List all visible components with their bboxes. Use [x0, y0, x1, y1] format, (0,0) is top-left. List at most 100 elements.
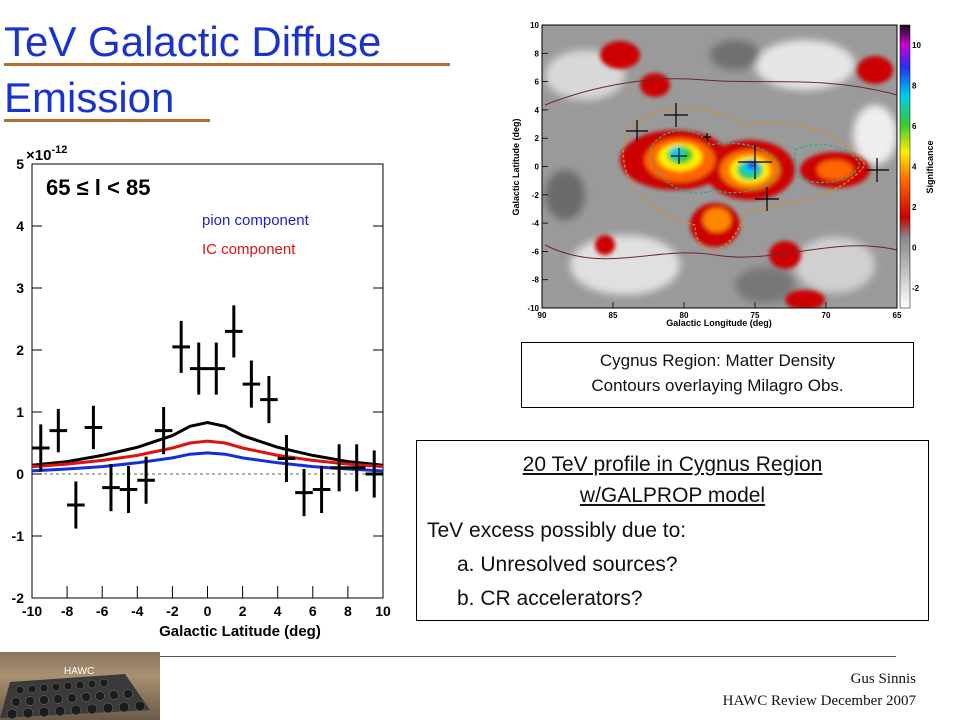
map-x-tick-label: 75 [751, 311, 760, 320]
photo-label: HAWC [64, 666, 95, 677]
data-point [347, 444, 366, 492]
total-curve [31, 420, 384, 467]
data-point [67, 481, 85, 529]
x-tick-label: 8 [344, 603, 352, 619]
map-caption: Cygnus Region: Matter Density Contours o… [521, 342, 914, 408]
pion-curve [31, 439, 384, 469]
cygnus-significance-map: 10 8 6 4 2 0 -2 -4 -6 -8 -10 90 85 80 75 70 65 10 8 6 4 2 0 -… [511, 21, 935, 328]
footer-event: HAWC Review December 2007 [722, 693, 916, 709]
map-z-tick-label: -2 [912, 284, 920, 293]
y-tick-label: 5 [16, 156, 24, 172]
data-point [189, 342, 208, 395]
data-point [137, 456, 155, 504]
caption-line-1: Cygnus Region: Matter Density [599, 351, 836, 370]
map-y-tick-label: -6 [532, 247, 540, 256]
map-z-tick-label: 2 [912, 203, 917, 212]
x-tick-label: 4 [274, 603, 282, 619]
footer-divider [160, 656, 896, 657]
map-y-tick-label: 0 [535, 163, 540, 172]
map-x-tick-label: 85 [609, 311, 618, 320]
data-point [154, 407, 173, 455]
data-point [295, 469, 313, 517]
x-tick-label: -6 [96, 603, 109, 619]
legend-pion: pion component [202, 212, 310, 229]
x-tick-label: -4 [131, 603, 144, 619]
profile-heading-1: 20 TeV profile in Cygnus Region [522, 453, 823, 476]
footer-author: Gus Sinnis [850, 671, 916, 687]
map-y-tick-label: -8 [532, 276, 540, 285]
x-tick-label: -2 [166, 603, 179, 619]
data-point [119, 465, 138, 514]
data-point [312, 465, 331, 514]
title-text-1: TeV Galactic Diffuse [4, 18, 382, 65]
map-x-tick-label: 65 [893, 311, 902, 320]
map-x-label: Galactic Longitude (deg) [666, 318, 772, 328]
y-tick-label: 2 [16, 342, 24, 358]
map-y-tick-label: 2 [535, 134, 540, 143]
excess-line: TeV excess possibly due to: [427, 519, 687, 542]
title-underline-1 [4, 63, 450, 66]
map-z-tick-label: 4 [912, 163, 917, 172]
map-y-tick-label: 10 [530, 21, 539, 30]
x-tick-label: -10 [22, 603, 42, 619]
ic-curve [31, 451, 384, 473]
map-x-tick-label: 80 [680, 311, 689, 320]
x-tick-label: -8 [61, 603, 74, 619]
data-point [277, 434, 296, 483]
data-point [225, 305, 243, 358]
map-y-tick-label: 4 [535, 106, 540, 115]
data-point [102, 464, 120, 512]
y-tick-label: 0 [16, 466, 24, 482]
title-text-2: Emission [4, 74, 175, 121]
caption-line-2: Contours overlaying Milagro Obs. [591, 376, 844, 395]
data-point [330, 444, 348, 492]
map-z-tick-label: 8 [912, 82, 917, 91]
legend-ic: IC component [202, 241, 296, 258]
color-scale-bar [899, 24, 911, 309]
footer: Gus Sinnis HAWC Review December 2007 [723, 668, 916, 712]
data-point [242, 360, 261, 408]
y-tick-label: 3 [16, 280, 24, 296]
exponent-label: ×10-12 [26, 144, 67, 164]
map-y-tick-label: -10 [527, 304, 539, 313]
x-axis-label: Galactic Latitude (deg) [159, 623, 321, 640]
x-tick-label: 2 [239, 603, 247, 619]
map-y-tick-label: 8 [535, 49, 540, 58]
data-point [260, 376, 278, 424]
x-tick-label: 10 [375, 603, 391, 619]
map-y-label: Galactic Latitude (deg) [511, 118, 521, 215]
data-point [172, 320, 190, 373]
map-y-tick-label: -4 [532, 219, 540, 228]
map-y-tick-label: 6 [535, 78, 540, 87]
map-z-tick-label: 0 [912, 243, 917, 252]
x-tick-label: 0 [204, 603, 212, 619]
slide-title: TeV Galactic Diffuse Emission [4, 14, 464, 126]
y-tick-label: 1 [16, 404, 24, 420]
map-z-tick-label: 10 [912, 41, 921, 50]
data-point [49, 408, 68, 453]
y-tick-label: 4 [16, 218, 24, 234]
map-z-tick-label: 6 [912, 122, 917, 131]
data-point [365, 450, 384, 498]
hawc-array-illustration [0, 674, 150, 720]
plot-frame [31, 163, 384, 599]
x-tick-label: 6 [309, 603, 317, 619]
data-point [31, 424, 50, 472]
longitude-range-label: 65 ≤ l < 85 [46, 175, 150, 200]
y-tick-label: -1 [12, 528, 25, 544]
y-tick-label: -2 [12, 590, 25, 606]
item-b: b. CR accelerators? [457, 587, 643, 610]
map-z-label: Significance [925, 140, 935, 193]
title-line-2: Emission [4, 70, 464, 126]
profile-description-box: 20 TeV profile in Cygnus Region w/GALPRO… [416, 440, 929, 621]
item-a: a. Unresolved sources? [457, 553, 678, 576]
title-line-1: TeV Galactic Diffuse [4, 14, 464, 70]
title-underline-2 [4, 119, 210, 122]
map-image [544, 40, 897, 308]
data-point [84, 405, 103, 450]
profile-heading-2: w/GALPROP model [579, 484, 766, 507]
map-x-tick-label: 70 [822, 311, 831, 320]
map-y-tick-label: -2 [532, 191, 540, 200]
hawc-site-photo: HAWC [0, 652, 160, 720]
